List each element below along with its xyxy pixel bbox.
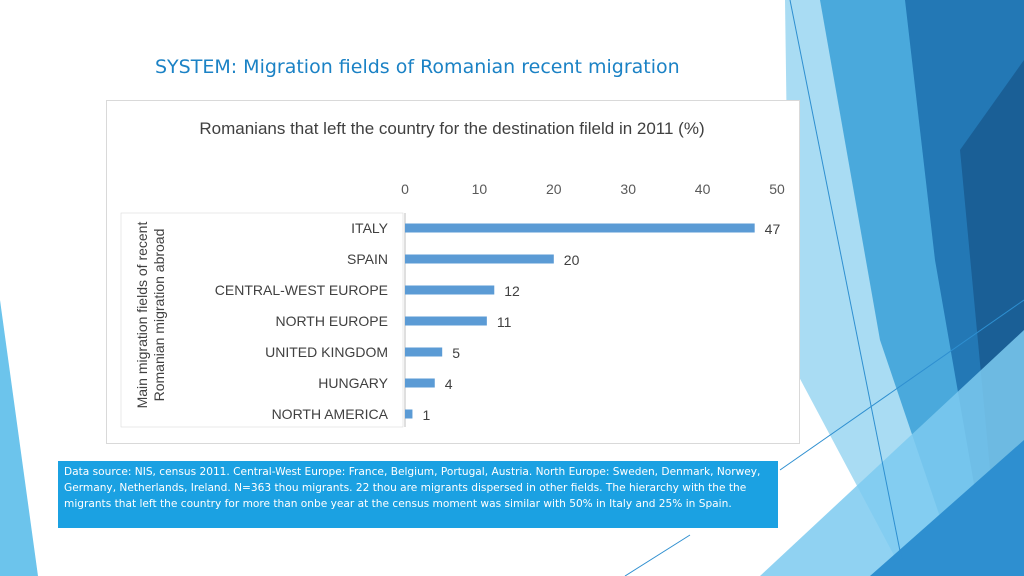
y-axis-label: Main migration fields of recent Romanian… (134, 221, 167, 409)
data-label: 1 (422, 407, 430, 423)
bar (405, 223, 755, 233)
x-tick-label: 10 (472, 181, 488, 197)
x-tick-label: 0 (401, 181, 409, 197)
x-tick-label: 20 (546, 181, 562, 197)
data-label: 20 (564, 252, 580, 268)
category-label: UNITED KINGDOM (265, 344, 388, 360)
bar (405, 378, 435, 388)
bottom-mid-wedge (870, 440, 1024, 576)
data-label: 4 (445, 376, 453, 392)
bar (405, 316, 487, 326)
deco-line-1 (789, 0, 906, 576)
bar (405, 285, 495, 295)
deco-line-3 (624, 534, 691, 576)
bar (405, 347, 443, 357)
bar (405, 254, 554, 264)
slide-title: SYSTEM: Migration fields of Romanian rec… (155, 56, 680, 78)
data-source-note: Data source: NIS, census 2011. Central-W… (58, 461, 778, 528)
data-label: 5 (452, 345, 460, 361)
category-label: NORTH AMERICA (272, 406, 389, 422)
category-label: NORTH EUROPE (275, 313, 388, 329)
category-label: HUNGARY (318, 375, 388, 391)
category-panel (120, 212, 404, 428)
category-label: ITALY (351, 220, 388, 236)
data-label: 11 (497, 314, 512, 330)
chart-title: Romanians that left the country for the … (199, 119, 705, 138)
category-label: SPAIN (347, 251, 388, 267)
x-tick-label: 30 (620, 181, 636, 197)
deco-line-2 (779, 299, 1024, 471)
data-label: 12 (504, 283, 520, 299)
chart-container: 0 10 20 30 40 50 ITALY 47 SPAIN 20 CENTRAL-WEST EU… (106, 100, 800, 444)
category-label: CENTRAL-WEST EUROPE (215, 282, 388, 298)
data-label: 47 (765, 221, 781, 237)
left-accent-shape (0, 300, 38, 576)
x-tick-label: 40 (695, 181, 711, 197)
bar-chart: 0 10 20 30 40 50 ITALY 47 SPAIN 20 CENTRAL-WEST EU… (120, 181, 785, 428)
bar (405, 409, 413, 419)
x-tick-label: 50 (769, 181, 785, 197)
